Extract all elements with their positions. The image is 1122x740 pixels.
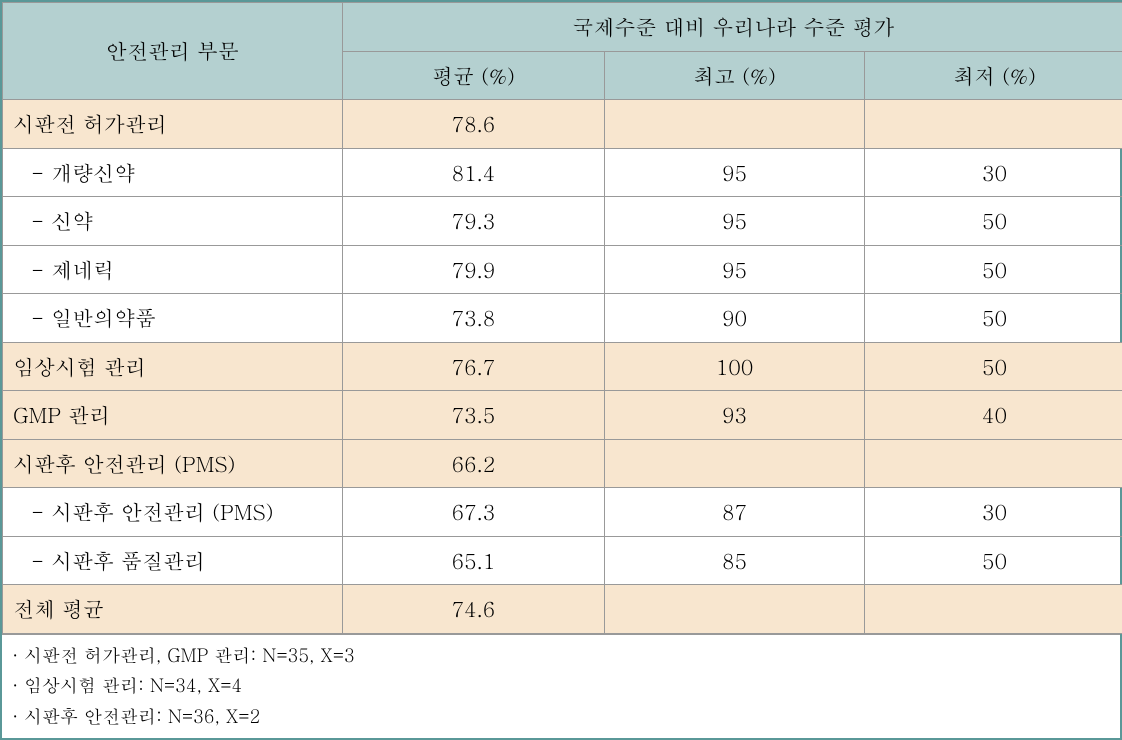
table-row: 시판전 허가관리78.6	[3, 100, 1122, 149]
row-avg: 76.7	[343, 342, 605, 391]
row-label: 시판후 안전관리 (PMS)	[3, 439, 343, 488]
row-avg: 65.1	[343, 536, 605, 585]
row-label: 임상시험 관리	[3, 342, 343, 391]
row-min: 30	[865, 148, 1122, 197]
row-avg: 73.5	[343, 391, 605, 440]
footnote-line: · 임상시험 관리: N=34, X=4	[12, 671, 1110, 702]
footnote-line: · 시판전 허가관리, GMP 관리: N=35, X=3	[12, 641, 1110, 672]
row-min: 50	[865, 342, 1122, 391]
footnotes-container: · 시판전 허가관리, GMP 관리: N=35, X=3· 임상시험 관리: …	[2, 634, 1120, 739]
table-row: - 신약79.39550	[3, 197, 1122, 246]
header-avg: 평균 (%)	[343, 51, 605, 100]
data-table-container: 안전관리 부문 국제수준 대비 우리나라 수준 평가 평균 (%) 최고 (%)…	[0, 0, 1122, 740]
header-min: 최저 (%)	[865, 51, 1122, 100]
row-avg: 79.9	[343, 245, 605, 294]
row-max: 100	[605, 342, 865, 391]
row-avg: 78.6	[343, 100, 605, 149]
row-min	[865, 585, 1122, 634]
row-label: - 시판후 안전관리 (PMS)	[3, 488, 343, 537]
footnote-line: · 시판후 안전관리: N=36, X=2	[12, 702, 1110, 733]
header-category: 안전관리 부문	[3, 3, 343, 100]
row-max	[605, 585, 865, 634]
row-max: 95	[605, 197, 865, 246]
row-min: 50	[865, 294, 1122, 343]
row-max: 87	[605, 488, 865, 537]
row-max: 93	[605, 391, 865, 440]
row-label: 전체 평균	[3, 585, 343, 634]
row-avg: 67.3	[343, 488, 605, 537]
table-row: - 제네릭79.99550	[3, 245, 1122, 294]
row-avg: 73.8	[343, 294, 605, 343]
row-avg: 74.6	[343, 585, 605, 634]
data-table: 안전관리 부문 국제수준 대비 우리나라 수준 평가 평균 (%) 최고 (%)…	[2, 2, 1122, 634]
table-header: 안전관리 부문 국제수준 대비 우리나라 수준 평가 평균 (%) 최고 (%)…	[3, 3, 1122, 100]
table-row: 전체 평균74.6	[3, 585, 1122, 634]
row-max: 85	[605, 536, 865, 585]
table-row: 임상시험 관리76.710050	[3, 342, 1122, 391]
row-max: 90	[605, 294, 865, 343]
row-max: 95	[605, 148, 865, 197]
header-group: 국제수준 대비 우리나라 수준 평가	[343, 3, 1122, 52]
row-label: - 일반의약품	[3, 294, 343, 343]
row-min	[865, 439, 1122, 488]
row-min	[865, 100, 1122, 149]
row-label: - 개량신약	[3, 148, 343, 197]
header-max: 최고 (%)	[605, 51, 865, 100]
row-label: 시판전 허가관리	[3, 100, 343, 149]
row-avg: 66.2	[343, 439, 605, 488]
table-row: - 일반의약품73.89050	[3, 294, 1122, 343]
row-min: 30	[865, 488, 1122, 537]
table-row: - 개량신약81.49530	[3, 148, 1122, 197]
footnote-cell: · 시판전 허가관리, GMP 관리: N=35, X=3· 임상시험 관리: …	[2, 635, 1120, 739]
row-avg: 81.4	[343, 148, 605, 197]
row-min: 50	[865, 245, 1122, 294]
row-label: - 시판후 품질관리	[3, 536, 343, 585]
table-row: - 시판후 안전관리 (PMS)67.38730	[3, 488, 1122, 537]
row-max: 95	[605, 245, 865, 294]
row-min: 50	[865, 197, 1122, 246]
table-row: 시판후 안전관리 (PMS)66.2	[3, 439, 1122, 488]
row-label: - 제네릭	[3, 245, 343, 294]
row-min: 40	[865, 391, 1122, 440]
row-label: - 신약	[3, 197, 343, 246]
row-label: GMP 관리	[3, 391, 343, 440]
table-row: GMP 관리73.59340	[3, 391, 1122, 440]
row-max	[605, 439, 865, 488]
table-row: - 시판후 품질관리65.18550	[3, 536, 1122, 585]
row-avg: 79.3	[343, 197, 605, 246]
table-body: 시판전 허가관리78.6- 개량신약81.49530- 신약79.39550- …	[3, 100, 1122, 634]
row-max	[605, 100, 865, 149]
row-min: 50	[865, 536, 1122, 585]
footnote-row: · 시판전 허가관리, GMP 관리: N=35, X=3· 임상시험 관리: …	[2, 635, 1120, 739]
